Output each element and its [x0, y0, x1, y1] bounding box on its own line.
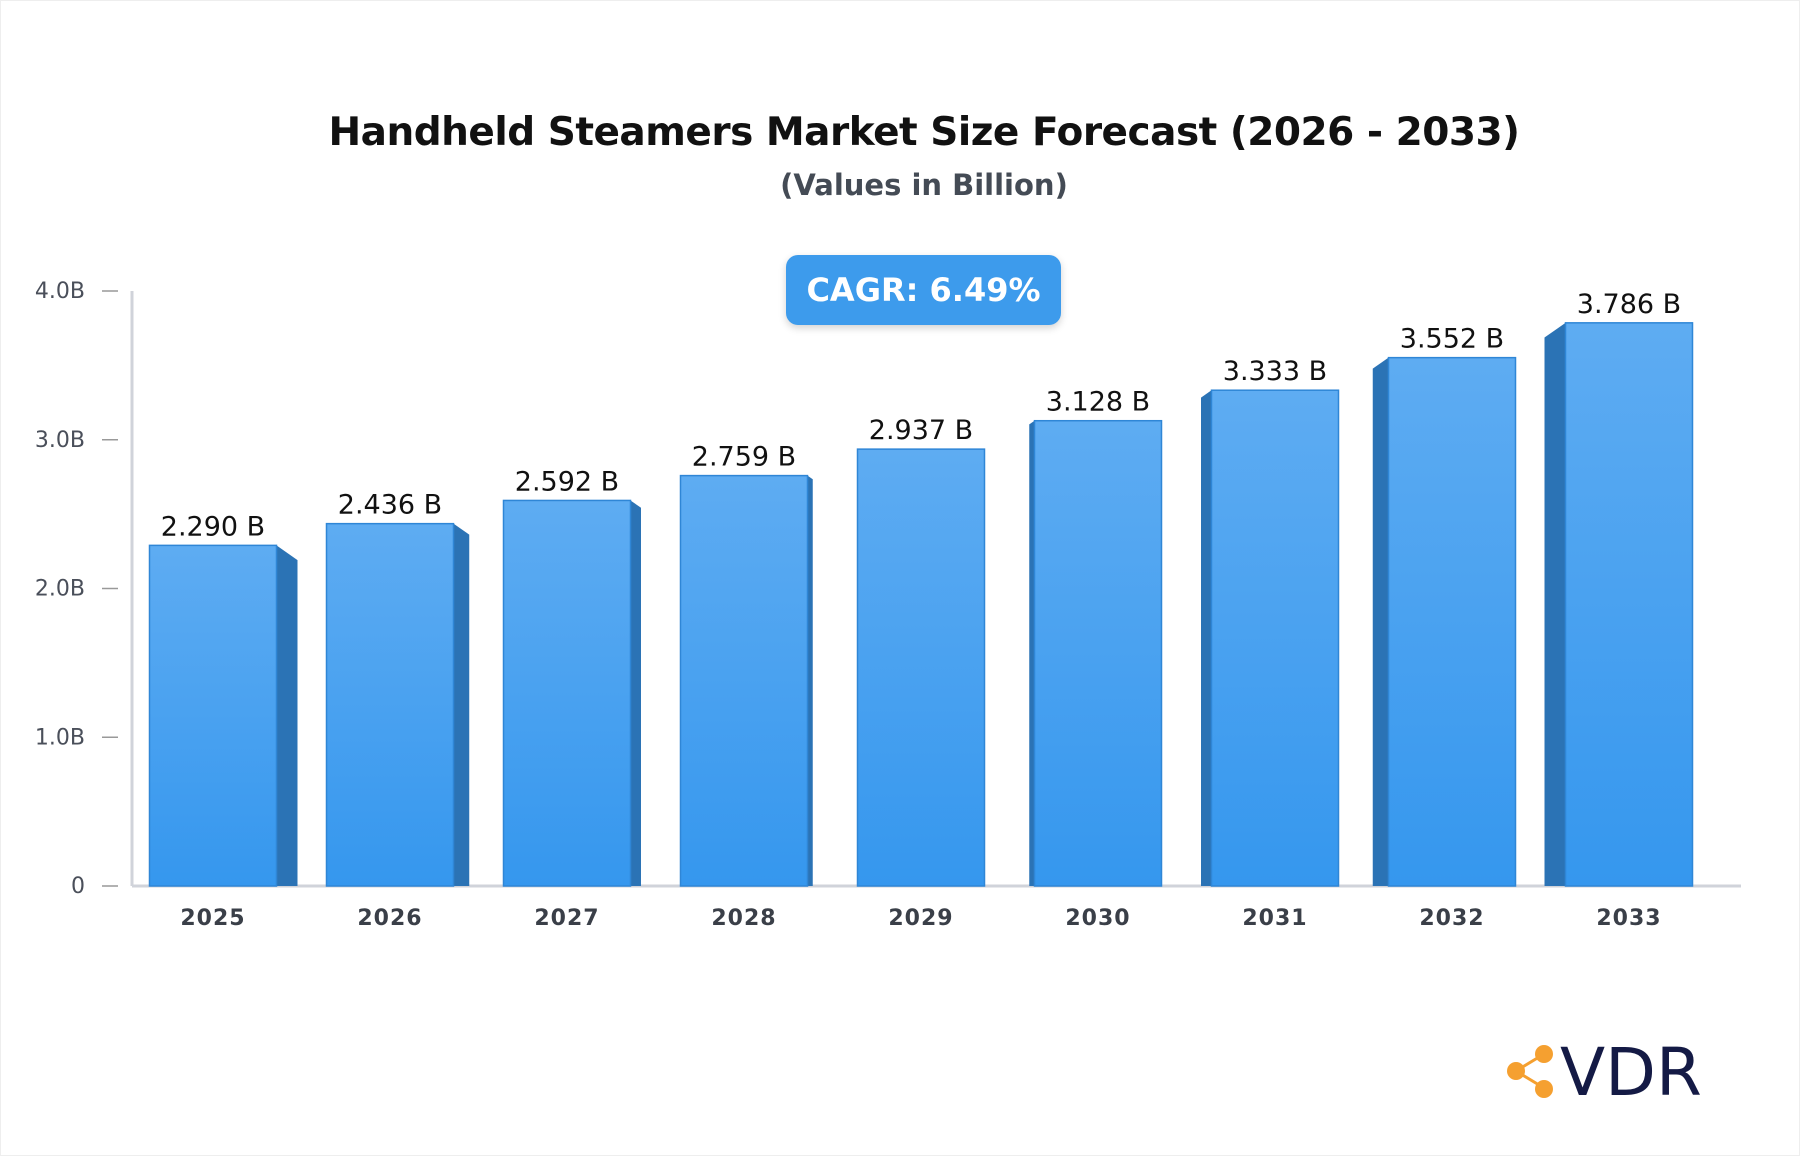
bar-side	[1029, 420, 1035, 886]
data-label: 3.333 B	[1223, 356, 1327, 387]
data-label: 2.290 B	[161, 511, 265, 542]
x-tick-label: 2025	[180, 906, 245, 931]
logo-text: VDR	[1560, 1034, 1702, 1111]
data-label: 2.436 B	[338, 490, 442, 521]
chart-subtitle: (Values in Billion)	[780, 168, 1068, 202]
x-tick-label: 2026	[357, 906, 422, 931]
bar	[325, 522, 455, 887]
x-tick-label: 2031	[1242, 906, 1307, 931]
share-nodes-icon	[1507, 1045, 1553, 1098]
bar-side	[1201, 390, 1212, 886]
y-tick-label: 0	[71, 874, 85, 899]
bar	[148, 544, 278, 887]
bar-side	[276, 545, 298, 886]
bar	[679, 474, 809, 887]
bar-side	[453, 523, 470, 886]
data-label: 2.759 B	[692, 442, 796, 473]
y-tick-label: 2.0B	[35, 577, 85, 602]
bar	[1387, 356, 1517, 887]
x-tick-label: 2032	[1419, 906, 1484, 931]
bar-side	[1544, 322, 1566, 886]
x-tick-label: 2027	[534, 906, 599, 931]
data-label: 2.592 B	[515, 466, 619, 497]
data-label: 3.786 B	[1577, 289, 1681, 320]
bar	[1210, 389, 1340, 887]
bar	[502, 499, 632, 887]
data-label: 3.552 B	[1400, 324, 1504, 355]
bar	[856, 448, 986, 887]
y-tick-label: 3.0B	[35, 428, 85, 453]
y-tick-label: 4.0B	[35, 279, 85, 304]
data-label: 3.128 B	[1046, 387, 1150, 418]
x-tick-label: 2030	[1065, 906, 1130, 931]
x-tick-label: 2033	[1596, 906, 1661, 931]
bar-side	[630, 500, 641, 886]
bar-side	[807, 475, 813, 886]
bar-side	[1372, 357, 1389, 886]
bar	[1564, 322, 1694, 887]
vdr-logo: VDR	[1504, 1034, 1704, 1111]
x-tick-label: 2029	[888, 906, 953, 931]
y-tick-label: 1.0B	[35, 725, 85, 750]
x-tick-label: 2028	[711, 906, 776, 931]
chart-title: Handheld Steamers Market Size Forecast (…	[328, 110, 1520, 155]
bar	[1033, 419, 1163, 887]
data-label: 2.937 B	[869, 415, 973, 446]
cagr-badge: CAGR: 6.49%	[786, 255, 1061, 325]
